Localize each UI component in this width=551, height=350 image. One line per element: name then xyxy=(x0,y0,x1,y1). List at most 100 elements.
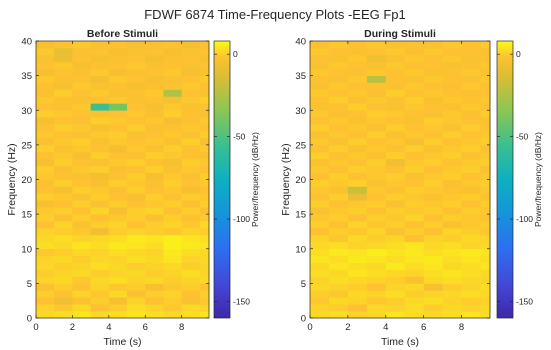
heatmap-cell xyxy=(163,241,183,250)
heatmap-cell xyxy=(480,200,491,208)
heatmap-cell xyxy=(404,241,425,250)
heatmap-cell xyxy=(163,41,183,49)
heatmap-cell xyxy=(480,193,491,201)
heatmap-cell xyxy=(145,227,164,236)
heatmap-cell xyxy=(90,269,110,277)
heatmap-cell xyxy=(36,193,55,201)
heatmap-cell xyxy=(423,214,443,222)
heatmap-cell xyxy=(366,124,387,132)
heatmap-cell xyxy=(145,96,164,104)
heatmap-cell xyxy=(127,207,146,215)
heatmap-cell xyxy=(385,61,406,70)
heatmap-cell xyxy=(366,151,387,160)
heatmap-cell xyxy=(310,297,330,305)
heatmap-cell xyxy=(90,61,110,70)
heatmap-cell xyxy=(127,131,146,139)
heatmap-cell xyxy=(404,165,425,173)
heatmap-cell xyxy=(199,158,210,166)
heatmap-cell xyxy=(54,207,73,215)
heatmap-cell xyxy=(145,144,164,153)
heatmap-cell xyxy=(366,221,387,229)
heatmap-cell xyxy=(347,75,368,83)
heatmap-cell xyxy=(54,200,73,208)
heatmap-cell xyxy=(145,117,164,125)
heatmap-cell xyxy=(127,117,146,125)
heatmap-cell xyxy=(347,82,368,90)
heatmap-cell xyxy=(404,144,425,153)
heatmap-cell xyxy=(199,221,210,229)
heatmap-cell xyxy=(181,96,201,104)
heatmap-cell xyxy=(347,200,368,208)
heatmap-cell xyxy=(90,248,110,257)
heatmap-cell xyxy=(366,137,387,146)
heatmap-cell xyxy=(36,165,55,173)
heatmap-cell xyxy=(328,68,349,76)
heatmap-cell xyxy=(90,214,110,222)
heatmap-cell xyxy=(145,179,164,187)
heatmap-cell xyxy=(328,82,349,90)
colorbar-label: Power/frequency (dB/Hz) xyxy=(533,132,543,227)
heatmap-cell xyxy=(423,165,443,173)
heatmap-cell xyxy=(404,47,425,56)
heatmap-cell xyxy=(199,248,210,257)
heatmap-cell xyxy=(72,283,91,291)
heatmap-cell xyxy=(310,82,330,90)
heatmap-cell xyxy=(36,82,55,90)
heatmap-cell xyxy=(442,158,462,166)
heatmap-cell xyxy=(442,47,462,56)
heatmap-cell xyxy=(366,47,387,56)
heatmap-cell xyxy=(181,297,201,305)
heatmap-cell xyxy=(366,144,387,153)
heatmap-cell xyxy=(90,193,110,201)
heatmap-cell xyxy=(145,75,164,83)
x-tick-label: 2 xyxy=(70,322,75,333)
heatmap-cell xyxy=(385,207,406,215)
heatmap-cell xyxy=(199,304,210,312)
heatmap-cell xyxy=(442,262,462,270)
heatmap-cell xyxy=(461,117,481,125)
heatmap-cell xyxy=(199,82,210,90)
heatmap-cell xyxy=(404,214,425,222)
heatmap-cell xyxy=(145,311,164,319)
heatmap-cell xyxy=(181,41,201,49)
x-tick-label: 8 xyxy=(179,322,184,333)
heatmap-cell xyxy=(310,89,330,97)
heatmap-cell xyxy=(54,283,73,291)
heatmap-cell xyxy=(54,103,73,111)
heatmap-cell xyxy=(72,82,91,90)
heatmap-cell xyxy=(385,137,406,146)
heatmap-cell xyxy=(145,200,164,208)
heatmap-cell xyxy=(480,276,491,284)
heatmap-cell xyxy=(145,221,164,229)
heatmap-cell xyxy=(480,54,491,63)
heatmap-cell xyxy=(347,221,368,229)
heatmap-cell xyxy=(442,290,462,298)
heatmap-cell xyxy=(404,75,425,83)
heatmap-cell xyxy=(72,241,91,250)
heatmap-cell xyxy=(145,61,164,70)
heatmap-cell xyxy=(199,110,210,118)
heatmap-cell xyxy=(404,207,425,215)
heatmap-cell xyxy=(163,262,183,270)
heatmap-cell xyxy=(461,234,481,243)
heatmap-cell xyxy=(385,262,406,270)
heatmap-cell xyxy=(385,117,406,125)
x-tick-label: 8 xyxy=(459,322,464,333)
heatmap-cell xyxy=(72,117,91,125)
heatmap-cell xyxy=(385,186,406,194)
heatmap-cell xyxy=(36,110,55,118)
heatmap-cell xyxy=(480,131,491,139)
heatmap-cell xyxy=(72,61,91,70)
heatmap-cell xyxy=(366,214,387,222)
heatmap-cell xyxy=(199,214,210,222)
heatmap-cell xyxy=(163,96,183,104)
heatmap-cell xyxy=(480,186,491,194)
heatmap-cell xyxy=(36,255,55,263)
heatmap-cell xyxy=(108,297,128,305)
heatmap-cell xyxy=(310,290,330,298)
heatmap-cell xyxy=(127,82,146,90)
heatmap-cell xyxy=(145,68,164,76)
heatmap-cell xyxy=(480,158,491,166)
heatmap-cell xyxy=(54,110,73,118)
heatmap-cell xyxy=(90,172,110,180)
